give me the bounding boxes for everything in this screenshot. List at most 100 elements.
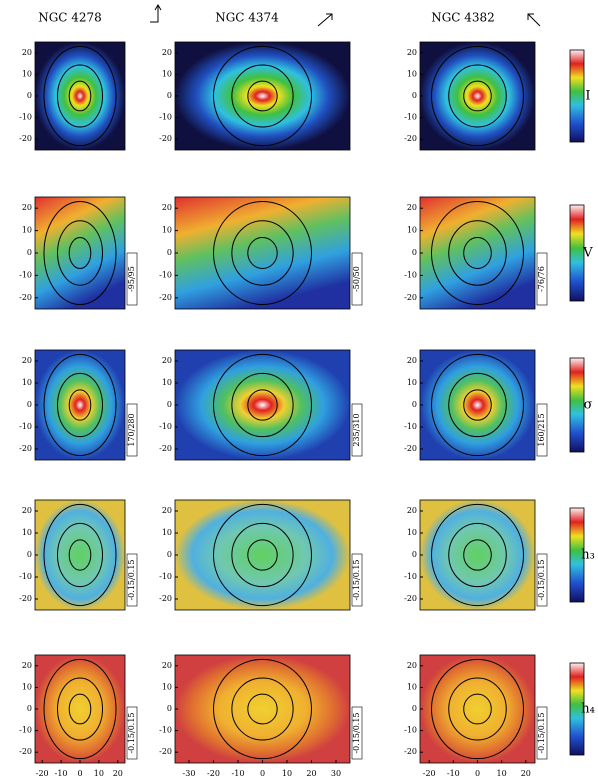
contour <box>463 693 492 725</box>
quantity-label: h₄ <box>581 702 595 717</box>
range-box <box>351 553 363 607</box>
map <box>34 349 126 461</box>
contour <box>213 503 312 607</box>
y-tick-label: -10 <box>159 113 172 122</box>
contour <box>247 539 278 571</box>
colorbar <box>569 357 585 453</box>
y-tick-label: -20 <box>404 134 417 143</box>
map-panel: 20 10 0 -10 -20 -50/50 <box>159 196 363 310</box>
map-panel: 20 10 0 -10 -20 235/310 <box>159 349 363 461</box>
map-panel: 20 10 0 -10 -20 -0.15/0.15 <box>159 499 363 611</box>
y-tick-label: 0 <box>27 704 32 713</box>
quantity-label: σ <box>584 398 593 413</box>
contour <box>247 693 278 725</box>
map-panel: 20 10 0 -10 -20 <box>404 41 536 151</box>
x-tick-label: 0 <box>77 769 82 778</box>
map <box>34 654 126 764</box>
y-tick-label: -10 <box>404 726 417 735</box>
y-tick-label: -20 <box>19 134 32 143</box>
map <box>419 499 536 611</box>
y-tick-label: -20 <box>159 594 172 603</box>
x-tick-label: 10 <box>282 769 292 778</box>
contour <box>68 237 92 269</box>
y-tick-label: -10 <box>404 572 417 581</box>
x-tick-label: -10 <box>232 769 245 778</box>
map-panel: 20 10 0 -10 -20 -0.15/0.15 <box>404 499 548 611</box>
y-tick-label: 10 <box>407 528 417 537</box>
y-tick-label: 10 <box>22 682 32 691</box>
map-panel: 20 10 0 -10 -20 -0.15/0.15 <box>19 499 138 611</box>
x-tick-label: -20 <box>36 769 49 778</box>
contour <box>231 220 294 286</box>
quantity-label: h₃ <box>581 548 595 563</box>
map <box>419 41 536 151</box>
x-tick-label: 20 <box>113 769 123 778</box>
contour <box>431 658 524 760</box>
range-box <box>351 252 363 306</box>
contour <box>231 64 294 128</box>
y-tick-label: -10 <box>159 726 172 735</box>
x-tick-label: -20 <box>207 769 220 778</box>
range-box <box>536 403 548 457</box>
map <box>174 41 351 151</box>
range-label: 170/280 <box>127 413 136 446</box>
contour <box>448 372 507 438</box>
contour <box>68 539 92 571</box>
map-panel: 20 10 0 -10 -20 -95/95 <box>19 196 138 310</box>
range-label: -0.15/0.15 <box>127 559 136 600</box>
y-tick-label: -10 <box>19 572 32 581</box>
range-label: 160/215 <box>537 413 546 446</box>
contour <box>213 353 312 457</box>
contour <box>463 237 492 269</box>
contour <box>247 80 278 112</box>
y-tick-label: 0 <box>412 248 417 257</box>
x-tick-label: 10 <box>497 769 507 778</box>
contour <box>43 658 117 760</box>
y-tick-label: 10 <box>22 378 32 387</box>
column-title: NGC 4374 <box>215 11 279 25</box>
contour <box>231 677 294 741</box>
range-label: -76/76 <box>537 266 546 292</box>
map-panel: 20 10 0 -10 -20 160/215 <box>404 349 548 461</box>
y-tick-label: 10 <box>162 528 172 537</box>
x-tick-label: -10 <box>55 769 68 778</box>
contour <box>231 522 294 588</box>
range-label: -95/95 <box>127 266 136 292</box>
contour <box>43 45 117 147</box>
y-tick-label: 10 <box>407 226 417 235</box>
map-panel: 20 10 0 -10 -20 -76/76 <box>404 196 548 310</box>
contour <box>57 372 103 438</box>
map <box>174 654 351 764</box>
range-box <box>126 252 138 306</box>
contour <box>57 64 103 128</box>
y-tick-label: 10 <box>407 69 417 78</box>
y-tick-label: 0 <box>27 400 32 409</box>
x-tick-label: -20 <box>423 769 436 778</box>
contour <box>247 389 278 421</box>
x-tick-label: 20 <box>521 769 531 778</box>
map <box>419 196 536 310</box>
y-tick-label: 20 <box>162 661 172 670</box>
contour <box>68 389 92 421</box>
y-tick-label: -10 <box>19 726 32 735</box>
colorbar <box>569 204 585 302</box>
contour <box>431 353 524 457</box>
y-tick-label: -10 <box>19 113 32 122</box>
y-tick-label: 10 <box>22 528 32 537</box>
y-tick-label: 0 <box>27 91 32 100</box>
y-tick-label: 0 <box>412 704 417 713</box>
y-tick-label: -20 <box>404 444 417 453</box>
x-tick-label: 0 <box>260 769 265 778</box>
y-tick-label: 20 <box>162 203 172 212</box>
contour <box>68 80 92 112</box>
y-tick-label: 10 <box>407 378 417 387</box>
y-tick-label: 20 <box>407 356 417 365</box>
y-tick-label: -10 <box>19 422 32 431</box>
y-tick-label: 0 <box>167 248 172 257</box>
y-tick-label: 10 <box>162 682 172 691</box>
y-tick-label: 0 <box>27 550 32 559</box>
x-tick-label: -30 <box>183 769 196 778</box>
y-tick-label: -20 <box>404 594 417 603</box>
map-panel: 20 10 0 -10 -20 -0.15/0.15 <box>404 654 548 764</box>
